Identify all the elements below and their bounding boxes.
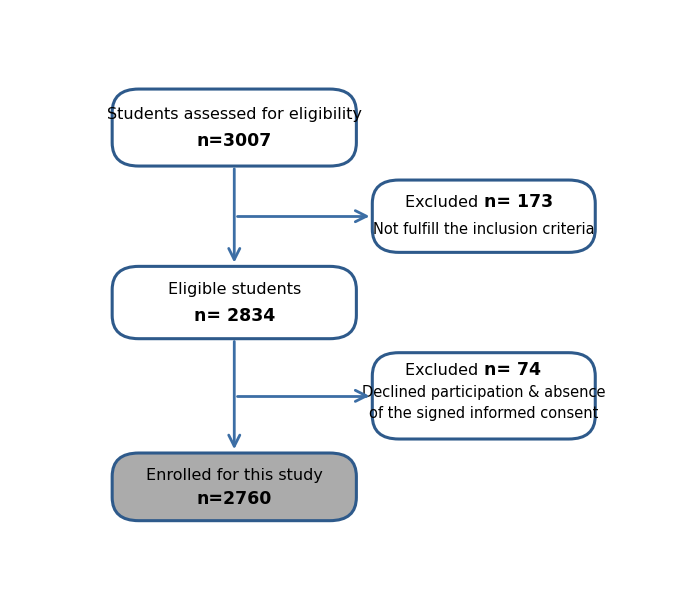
Text: Eligible students: Eligible students	[168, 282, 301, 297]
FancyBboxPatch shape	[373, 180, 595, 252]
Text: Declined participation & absence: Declined participation & absence	[362, 385, 606, 399]
Text: Not fulfill the inclusion criteria: Not fulfill the inclusion criteria	[373, 222, 595, 237]
Text: of the signed informed consent: of the signed informed consent	[369, 406, 599, 421]
FancyBboxPatch shape	[112, 453, 356, 521]
Text: Students assessed for eligibility: Students assessed for eligibility	[107, 107, 362, 122]
Text: n= 173: n= 173	[484, 193, 553, 211]
Text: n= 74: n= 74	[484, 361, 540, 379]
Text: Excluded: Excluded	[406, 195, 484, 210]
Text: n=2760: n=2760	[197, 490, 272, 507]
FancyBboxPatch shape	[112, 89, 356, 166]
Text: n= 2834: n= 2834	[194, 307, 275, 325]
Text: Enrolled for this study: Enrolled for this study	[146, 468, 323, 483]
FancyBboxPatch shape	[373, 353, 595, 439]
FancyBboxPatch shape	[112, 267, 356, 339]
Text: Excluded: Excluded	[406, 362, 484, 378]
Text: n=3007: n=3007	[197, 132, 272, 150]
